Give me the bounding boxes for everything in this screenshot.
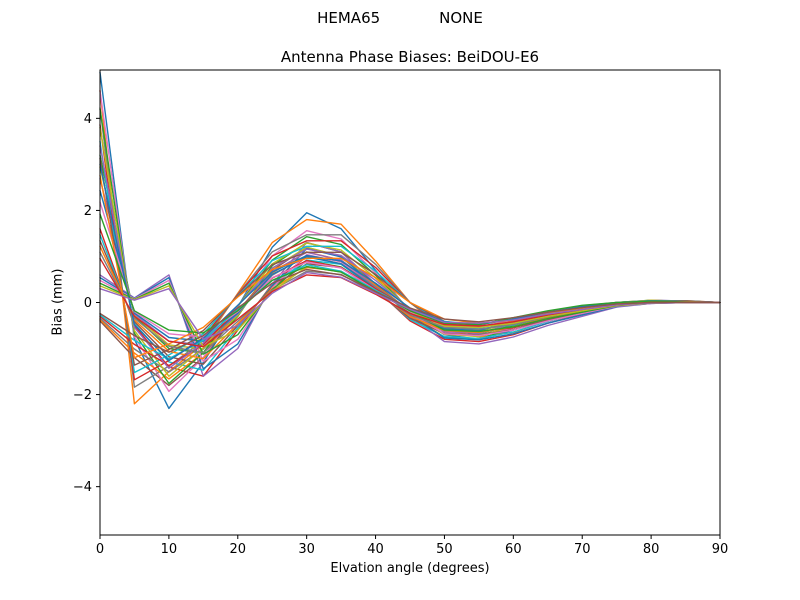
- y-tick-label: −4: [73, 480, 92, 495]
- x-tick-label: 20: [230, 542, 247, 557]
- x-tick-label: 40: [367, 542, 384, 557]
- x-tick-label: 10: [161, 542, 178, 557]
- series-line: [99, 174, 721, 359]
- series-line: [99, 268, 721, 353]
- x-tick-label: 90: [712, 542, 729, 557]
- chart-title: Antenna Phase Biases: BeiDOU-E6: [280, 48, 540, 66]
- series-line: [99, 145, 721, 369]
- suptitle-radome: NONE: [439, 9, 483, 27]
- y-tick-label: 4: [84, 112, 92, 127]
- suptitle-station: HEMA65: [317, 9, 381, 27]
- series-line: [99, 163, 721, 362]
- y-tick-label: 2: [84, 204, 92, 219]
- x-axis-label: Elvation angle (degrees): [330, 561, 490, 576]
- series-line: [99, 166, 721, 350]
- suptitle: HEMA65 NONE: [0, 9, 800, 27]
- x-tick-label: 70: [574, 542, 591, 557]
- x-tick-label: 80: [643, 542, 660, 557]
- x-tick-label: 50: [436, 542, 453, 557]
- y-axis-label: Bias (mm): [50, 268, 66, 336]
- series-line: [99, 71, 721, 410]
- x-tick-label: 30: [298, 542, 315, 557]
- y-tick-label: −2: [73, 388, 92, 403]
- y-tick-label: 0: [84, 296, 92, 311]
- series-line: [99, 213, 721, 334]
- x-tick-label: 60: [505, 542, 522, 557]
- x-tick-label: 0: [96, 542, 104, 557]
- series-line: [99, 271, 721, 340]
